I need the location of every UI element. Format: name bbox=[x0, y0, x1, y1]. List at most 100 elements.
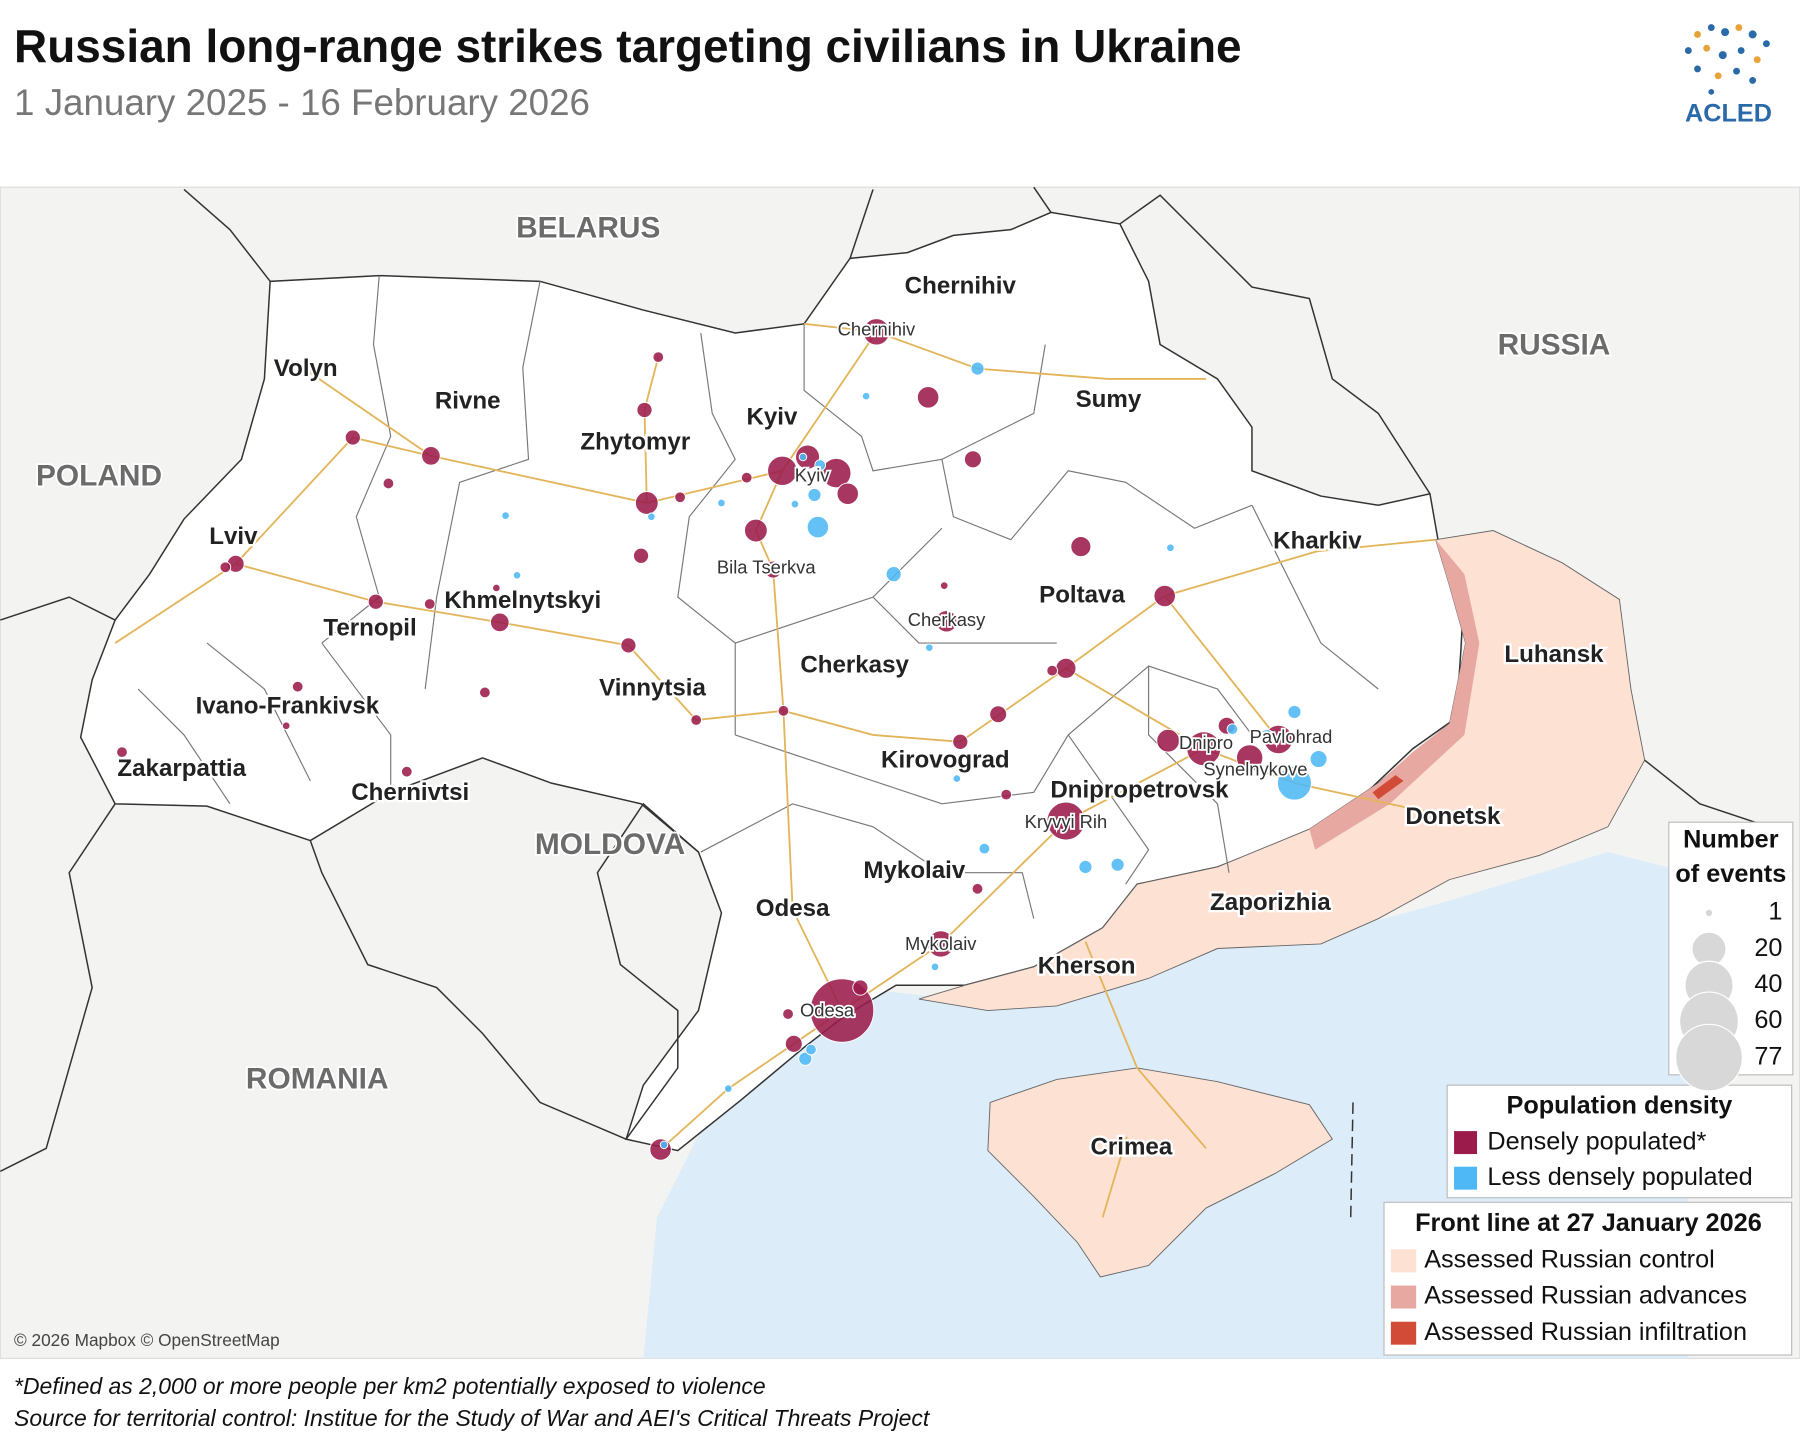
event-bubble bbox=[764, 560, 783, 579]
event-bubble bbox=[777, 704, 790, 717]
city-label: Cherkasy bbox=[908, 609, 986, 630]
oblast-label: Kherson bbox=[1038, 952, 1136, 979]
event-bubble bbox=[989, 705, 1008, 724]
event-bubble bbox=[1259, 729, 1274, 744]
oblast-label: Chernivtsi bbox=[351, 779, 469, 806]
event-bubble bbox=[916, 386, 940, 409]
legend-label: Assessed Russian advances bbox=[1424, 1282, 1747, 1310]
event-bubble bbox=[930, 962, 940, 972]
legend-size-title: Number of events bbox=[1675, 824, 1787, 888]
event-bubble bbox=[1046, 664, 1058, 677]
event-bubble bbox=[795, 444, 821, 470]
event-bubble bbox=[1287, 704, 1302, 719]
event-bubble bbox=[659, 1140, 669, 1150]
russian-advances bbox=[1309, 539, 1480, 850]
legend-label: Assessed Russian control bbox=[1424, 1246, 1715, 1274]
event-bubble bbox=[935, 610, 958, 633]
russian-infiltration bbox=[1372, 775, 1404, 800]
oblast-label: Mykolaiv bbox=[863, 857, 965, 884]
legend-size-label: 60 bbox=[1754, 1006, 1782, 1034]
event-bubble bbox=[291, 680, 304, 693]
legend-swatch bbox=[1454, 1166, 1478, 1190]
event-bubble bbox=[382, 477, 395, 490]
legend-size-label: 40 bbox=[1754, 970, 1782, 998]
country-label: MOLDOVA bbox=[535, 828, 685, 861]
event-bubble bbox=[717, 498, 726, 508]
event-bubble bbox=[1110, 857, 1125, 872]
event-bubble bbox=[219, 561, 232, 574]
event-bubble bbox=[1000, 788, 1013, 801]
event-bubble bbox=[652, 351, 665, 363]
event-bubble bbox=[1070, 536, 1092, 558]
event-bubble bbox=[767, 455, 798, 486]
oblast-label: Cherkasy bbox=[800, 651, 909, 678]
event-bubble bbox=[798, 1051, 813, 1066]
footnote: *Defined as 2,000 or more people per km2… bbox=[14, 1373, 766, 1399]
logo-text: ACLED bbox=[1685, 100, 1772, 128]
event-bubble bbox=[806, 515, 830, 539]
country-label: RUSSIA bbox=[1498, 329, 1611, 362]
legend-front-title: Front line at 27 January 2026 bbox=[1415, 1209, 1762, 1237]
city-label: Odesa bbox=[800, 1000, 855, 1021]
city-label: Mykolaiv bbox=[905, 933, 977, 954]
legend-size-circle bbox=[1704, 908, 1714, 918]
legend-box bbox=[1383, 1201, 1793, 1356]
event-bubble bbox=[492, 583, 501, 593]
event-bubble bbox=[952, 774, 962, 783]
oblast-label: Lviv bbox=[209, 523, 258, 550]
event-bubble bbox=[970, 361, 985, 376]
event-bubble bbox=[1277, 765, 1312, 801]
event-bubble bbox=[927, 930, 955, 958]
event-bubble bbox=[740, 471, 753, 484]
country-label: ROMANIA bbox=[246, 1062, 389, 1095]
event-bubble bbox=[744, 518, 768, 543]
city-label: Pavlohrad bbox=[1250, 726, 1333, 747]
legend-size-circle bbox=[1675, 1023, 1743, 1092]
event-bubble bbox=[821, 457, 852, 489]
oblast-label: Luhansk bbox=[1504, 641, 1604, 668]
event-bubble bbox=[479, 686, 491, 699]
event-bubble bbox=[1078, 859, 1093, 875]
event-bubble bbox=[978, 842, 991, 855]
event-bubble bbox=[963, 450, 982, 469]
city-label: Synelnykove bbox=[1203, 758, 1307, 779]
event-bubble bbox=[724, 1084, 733, 1093]
city-label: Chernihiv bbox=[838, 319, 916, 340]
event-bubble bbox=[971, 882, 984, 895]
oblast-label: Poltava bbox=[1039, 581, 1125, 608]
event-bubble bbox=[1166, 543, 1175, 553]
oblast-label: Sumy bbox=[1076, 386, 1142, 413]
event-bubble bbox=[925, 643, 934, 652]
event-bubble bbox=[344, 429, 361, 446]
oblast-label: Ivano-Frankivsk bbox=[196, 693, 380, 720]
legend-size-title-box: Number of events bbox=[1675, 824, 1787, 888]
event-bubble bbox=[798, 452, 808, 462]
subtitle: 1 January 2025 - 16 February 2026 bbox=[14, 82, 590, 123]
event-bubble bbox=[836, 482, 859, 505]
oblast-label: Donetsk bbox=[1405, 803, 1501, 830]
event-bubble bbox=[674, 491, 686, 504]
event-bubble bbox=[636, 401, 653, 419]
legend-label: Assessed Russian infiltration bbox=[1424, 1318, 1747, 1346]
city-label: Dnipro bbox=[1179, 732, 1233, 753]
event-bubble bbox=[784, 1034, 803, 1053]
title: Russian long-range strikes targeting civ… bbox=[14, 20, 1241, 72]
event-bubble bbox=[814, 459, 827, 471]
event-bubble bbox=[1046, 801, 1086, 841]
event-bubble bbox=[690, 714, 702, 726]
attribution: © 2026 Mapbox © OpenStreetMap bbox=[14, 1330, 280, 1350]
event-bubble bbox=[1055, 657, 1077, 679]
russian-control bbox=[918, 530, 1646, 1011]
event-bubble bbox=[634, 491, 659, 515]
country-label: BELARUS bbox=[516, 212, 660, 245]
legend-swatch bbox=[1390, 1249, 1417, 1273]
oblast-label: Rivne bbox=[435, 387, 501, 414]
event-bubble bbox=[421, 446, 441, 466]
legend-size-label: 1 bbox=[1768, 898, 1782, 926]
oblast-label: Kyiv bbox=[746, 403, 798, 430]
oblast-label: Volyn bbox=[274, 355, 338, 382]
oblast-label: Vinnytsia bbox=[599, 674, 706, 701]
event-bubble bbox=[1186, 731, 1222, 767]
city-label: Bila Tserkva bbox=[717, 556, 816, 577]
